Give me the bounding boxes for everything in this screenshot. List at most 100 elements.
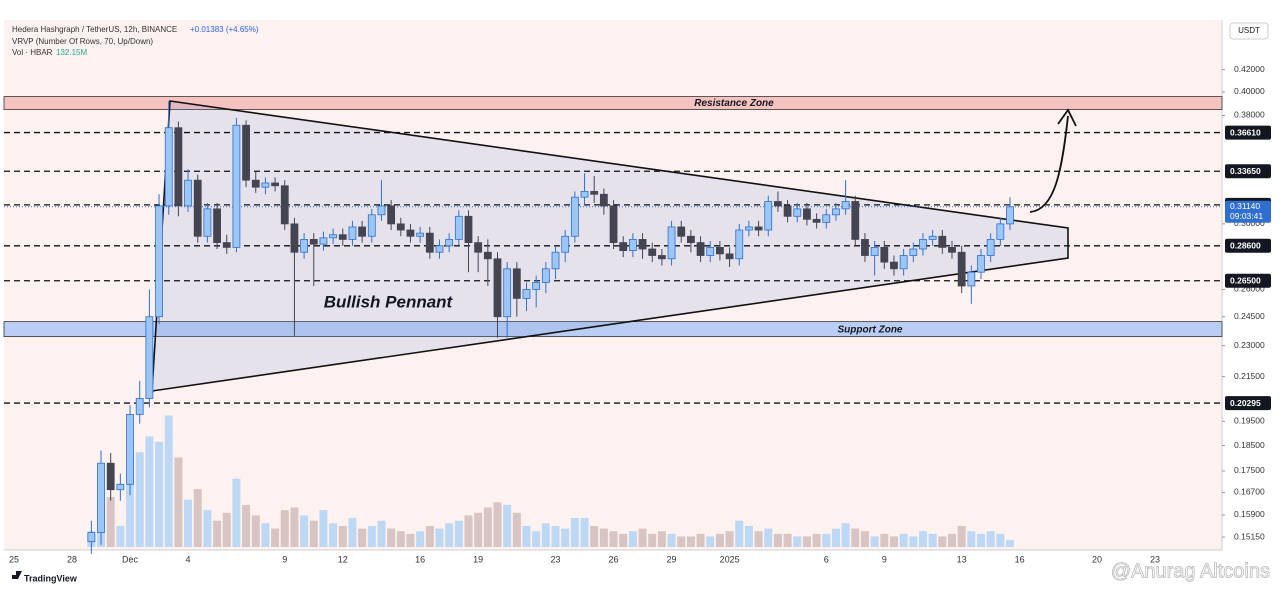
y-tick-label: 0.15900 bbox=[1234, 509, 1265, 519]
volume-bar bbox=[522, 525, 531, 547]
volume-bar bbox=[667, 533, 676, 547]
candle-body bbox=[87, 532, 96, 543]
volume-layer bbox=[87, 415, 1015, 547]
volume-bar bbox=[570, 518, 579, 547]
candle-body bbox=[687, 235, 695, 243]
x-tick-label: 28 bbox=[67, 554, 77, 564]
x-tick-label: 23 bbox=[1150, 554, 1160, 564]
level-label: 0.26500 bbox=[1230, 276, 1261, 286]
volume-bar bbox=[590, 525, 599, 547]
volume-bar bbox=[193, 489, 202, 547]
y-tick-label: 0.26000 bbox=[1234, 284, 1265, 294]
candles-layer bbox=[87, 101, 1014, 555]
candle-body bbox=[803, 208, 811, 220]
candle-body bbox=[551, 251, 560, 270]
candle-body bbox=[851, 201, 860, 240]
candle-body bbox=[184, 179, 192, 207]
volume-bar bbox=[880, 533, 889, 547]
volume-bar bbox=[822, 533, 831, 547]
zone bbox=[3, 321, 1223, 338]
volume-bar bbox=[657, 531, 666, 547]
volume-bar bbox=[367, 525, 376, 547]
candle-body bbox=[493, 258, 502, 318]
candle-body bbox=[367, 214, 376, 237]
volume-bar bbox=[648, 533, 657, 547]
volume-bar bbox=[986, 531, 995, 547]
candle-body bbox=[512, 268, 521, 299]
candle-body bbox=[580, 191, 589, 198]
volume-bar bbox=[609, 531, 618, 547]
candle-body bbox=[232, 124, 241, 248]
candle-body bbox=[309, 239, 318, 245]
zone-label: Resistance Zone bbox=[694, 98, 774, 109]
candle-body bbox=[909, 248, 918, 256]
candle-body bbox=[754, 226, 763, 231]
candle-body bbox=[416, 232, 425, 237]
y-tick-label: 0.17500 bbox=[1234, 465, 1265, 475]
candle-body bbox=[377, 205, 386, 216]
candle-body bbox=[561, 235, 570, 253]
candle-body bbox=[155, 205, 163, 318]
volume-bar bbox=[996, 533, 1005, 547]
brand-logo bbox=[8, 571, 22, 579]
volume-bar bbox=[909, 536, 918, 547]
candle-body bbox=[745, 226, 753, 231]
candle-body bbox=[454, 215, 463, 240]
volume-bar bbox=[831, 528, 840, 547]
zone-label: Support Zone bbox=[838, 324, 903, 335]
volume-bar bbox=[396, 531, 405, 547]
candle-body bbox=[677, 226, 686, 237]
y-tick-label: 0.18500 bbox=[1234, 440, 1265, 450]
x-tick-label: 6 bbox=[824, 554, 829, 564]
candle-body bbox=[222, 242, 231, 248]
candle-body bbox=[841, 201, 850, 210]
candle-body bbox=[716, 246, 724, 255]
watermark: @Anurag Altcoins bbox=[1111, 560, 1270, 582]
volume-bar bbox=[628, 531, 637, 547]
candle-body bbox=[628, 239, 637, 252]
currency-box[interactable] bbox=[1229, 22, 1269, 40]
volume-bar bbox=[445, 523, 454, 547]
candle-body bbox=[570, 196, 579, 237]
volume-bar bbox=[532, 531, 541, 547]
volume-bar bbox=[319, 510, 328, 547]
candle-body bbox=[242, 124, 250, 181]
volume-bar bbox=[851, 528, 860, 547]
y-tick-label: 0.23000 bbox=[1234, 340, 1265, 350]
volume-bar bbox=[213, 520, 222, 547]
candle-body bbox=[696, 242, 705, 256]
candle-body bbox=[435, 245, 444, 253]
arrow-head bbox=[1057, 108, 1077, 127]
volume-bar bbox=[899, 533, 908, 547]
candle-body bbox=[890, 261, 898, 270]
candle-body bbox=[145, 316, 154, 399]
candle-body bbox=[870, 246, 879, 256]
level-label: 0.33650 bbox=[1230, 166, 1261, 176]
volume-bar bbox=[406, 533, 415, 547]
x-tick-label: 16 bbox=[1015, 554, 1025, 564]
volume-bar bbox=[483, 507, 492, 547]
volume-bar bbox=[377, 520, 386, 547]
x-tick-label: 13 bbox=[957, 554, 967, 564]
candle-body bbox=[445, 239, 454, 247]
volume-bar bbox=[329, 523, 338, 547]
level-badge bbox=[1225, 273, 1271, 288]
volume-bar bbox=[309, 520, 318, 547]
candle-body bbox=[599, 193, 608, 207]
volume-bar bbox=[967, 531, 976, 547]
volume-last: 132.15M bbox=[56, 48, 87, 57]
volume-bar bbox=[155, 441, 164, 547]
volume-bar bbox=[145, 436, 154, 547]
candle-body bbox=[174, 127, 183, 207]
volume-bar bbox=[474, 512, 483, 547]
candle-body bbox=[300, 239, 309, 253]
volume-bar bbox=[358, 528, 367, 547]
candle-body bbox=[899, 255, 908, 270]
volume-bar bbox=[493, 502, 502, 547]
level-label: 0.36610 bbox=[1230, 127, 1261, 137]
candle-body bbox=[348, 226, 357, 240]
candle-body bbox=[986, 239, 995, 256]
chart-title: Hedera Hashgraph / TetherUS, 12h, BINANC… bbox=[12, 25, 177, 34]
candle-body bbox=[203, 208, 212, 237]
candle-body bbox=[725, 253, 734, 260]
